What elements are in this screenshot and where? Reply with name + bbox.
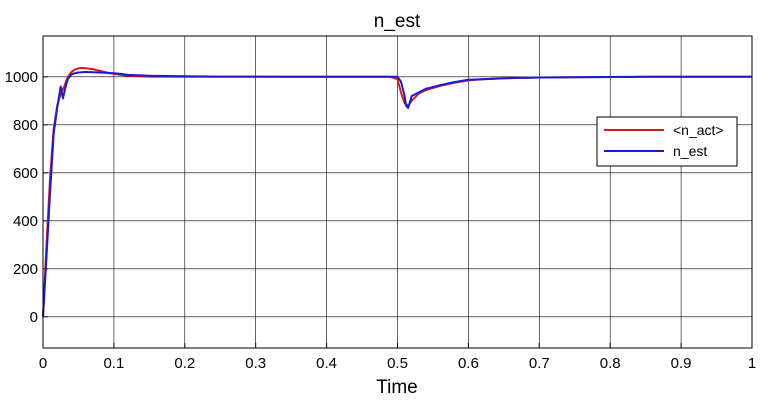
x-tick-label: 0.9: [671, 355, 692, 372]
x-tick-label: 0.8: [600, 355, 621, 372]
x-tick-label: 0.3: [245, 355, 266, 372]
x-tick-label: 0.4: [316, 355, 337, 372]
legend-label-n-act: <n_act>: [673, 122, 724, 138]
series-lines: [42, 66, 752, 317]
y-tick-label: 200: [13, 261, 38, 278]
x-tick-label: 0.7: [529, 355, 550, 372]
y-tick-label: 800: [13, 117, 38, 134]
x-tick-label: 0.1: [103, 355, 124, 372]
x-tick-label: 1: [748, 355, 756, 372]
y-tick-label: 400: [13, 213, 38, 230]
x-tick-label: 0.5: [387, 355, 408, 372]
x-tick-labels: 0 0.1 0.2 0.3 0.4 0.5 0.6 0.7 0.8 0.9 1: [39, 355, 756, 372]
grid: [42, 36, 753, 348]
y-tick-label: 1000: [5, 69, 38, 86]
x-tick-label: 0.2: [174, 355, 195, 372]
y-tick-label: 0: [30, 309, 38, 326]
x-tick-label: 0.6: [458, 355, 479, 372]
chart-title: n_est: [374, 11, 421, 32]
plot-frame: [42, 35, 753, 349]
x-tick-label: 0: [39, 355, 47, 372]
legend-label-n-est: n_est: [673, 143, 707, 159]
y-tick-labels: 0 200 400 600 800 1000: [5, 69, 38, 326]
series-line-n-est: [42, 71, 752, 317]
y-tick-label: 600: [13, 165, 38, 182]
legend: <n_act> n_est: [596, 116, 738, 167]
x-axis-title: Time: [376, 377, 418, 398]
legend-box: [596, 116, 738, 167]
